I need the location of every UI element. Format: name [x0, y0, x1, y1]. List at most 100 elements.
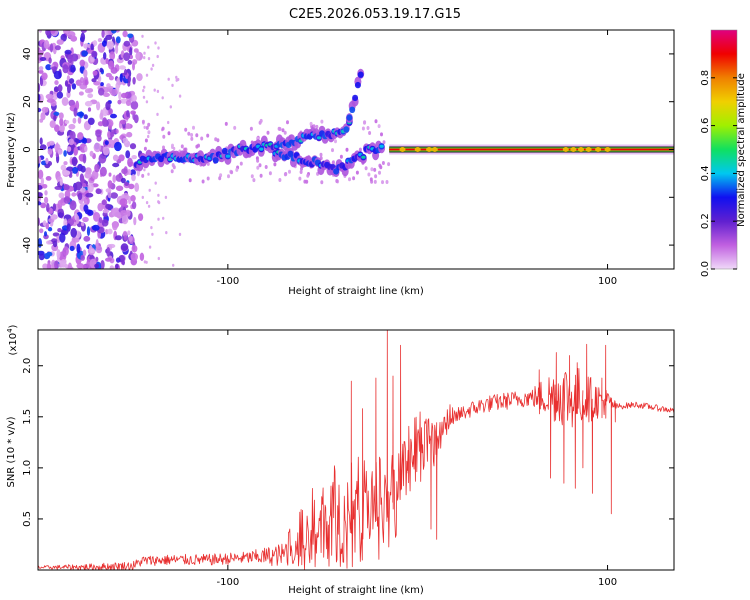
noise-speckle	[77, 192, 83, 201]
noise-speckle	[121, 214, 129, 225]
noise-speckle	[110, 67, 118, 74]
noise-speckle	[81, 50, 88, 57]
main-branch-peak	[225, 154, 231, 158]
noise-speckle	[115, 235, 122, 241]
upper-fragment-core	[349, 106, 356, 114]
faint-speckle	[305, 179, 309, 184]
x-tick-label: 100	[598, 577, 617, 588]
noise-speckle	[99, 67, 104, 73]
noise-speckle	[120, 243, 129, 252]
faint-speckle	[320, 119, 324, 124]
noise-speckle	[96, 101, 101, 111]
noise-speckle	[48, 57, 52, 64]
noise-speckle	[125, 100, 132, 106]
noise-speckle	[71, 192, 77, 197]
noise-speckle	[142, 95, 146, 99]
y-tick-label: 2.0	[22, 358, 33, 374]
noise-speckle	[39, 77, 44, 87]
noise-speckle	[53, 86, 59, 93]
openloop-knot	[431, 147, 438, 152]
noise-speckle	[69, 78, 75, 84]
noise-speckle	[126, 131, 133, 138]
noise-speckle	[115, 257, 121, 263]
y-tick-label: 1.0	[22, 460, 33, 476]
noise-speckle	[112, 174, 116, 183]
noise-speckle	[114, 211, 122, 218]
noise-speckle	[141, 34, 144, 38]
faint-speckle	[331, 160, 335, 165]
noise-speckle	[70, 64, 76, 73]
noise-speckle	[38, 192, 43, 197]
noise-speckle	[82, 216, 89, 223]
openloop-knot	[595, 147, 602, 152]
faint-speckle	[227, 174, 230, 179]
noise-speckle	[84, 145, 88, 152]
noise-speckle	[66, 166, 74, 172]
noise-speckle	[41, 72, 48, 81]
noise-speckle	[93, 142, 102, 153]
faint-speckle	[283, 172, 287, 177]
noise-speckle	[87, 117, 95, 126]
faint-speckle	[266, 130, 270, 135]
colorbar-frame	[710, 29, 738, 270]
noise-speckle	[127, 75, 131, 84]
noise-speckle	[143, 56, 146, 60]
noise-speckle	[84, 88, 92, 94]
faint-speckle	[184, 127, 188, 132]
noise-speckle	[42, 220, 47, 227]
main-branch-peak	[259, 147, 264, 151]
faint-speckle	[385, 180, 389, 184]
noise-speckle	[91, 224, 100, 231]
noise-speckle	[62, 246, 69, 256]
faint-speckle	[373, 179, 377, 184]
faint-speckle	[378, 170, 381, 175]
openloop-knot	[414, 147, 421, 152]
faint-speckle	[373, 167, 377, 172]
noise-speckle	[57, 149, 63, 155]
noise-speckle	[45, 157, 49, 165]
noise-speckle	[101, 30, 105, 38]
faint-speckle	[381, 180, 384, 185]
noise-speckle	[67, 31, 76, 39]
faint-speckle	[256, 158, 260, 163]
noise-speckle	[98, 217, 103, 224]
faint-speckle	[206, 176, 210, 181]
faint-speckle	[306, 173, 310, 178]
noise-speckle	[105, 229, 109, 235]
openloop-knot	[399, 147, 406, 152]
noise-speckle	[76, 215, 80, 224]
faint-speckle	[334, 139, 337, 144]
noise-speckle	[153, 88, 156, 92]
faint-speckle	[339, 154, 343, 159]
noise-speckle	[157, 256, 160, 261]
main-branch-peak	[316, 136, 322, 140]
noise-speckle	[100, 260, 105, 269]
faint-speckle	[352, 176, 356, 181]
openloop-knot	[578, 147, 584, 152]
noise-speckle	[110, 88, 118, 97]
noise-speckle	[38, 185, 43, 190]
noise-speckle	[46, 98, 55, 103]
noise-speckle	[54, 80, 59, 86]
noise-speckle	[67, 83, 71, 94]
noise-speckle	[38, 66, 44, 71]
noise-speckle	[119, 198, 128, 207]
faint-speckle	[281, 128, 285, 133]
noise-speckle	[63, 196, 71, 204]
noise-speckle	[38, 69, 44, 74]
faint-speckle	[374, 174, 378, 179]
faint-speckle	[141, 119, 145, 124]
noise-speckle	[134, 182, 140, 192]
noise-speckle	[70, 47, 74, 57]
faint-speckle	[190, 136, 194, 141]
snr-frame	[37, 329, 675, 571]
faint-speckle	[161, 126, 165, 131]
faint-speckle	[258, 163, 262, 168]
noise-speckle	[80, 165, 86, 173]
noise-speckle	[75, 79, 82, 86]
noise-speckle	[123, 40, 131, 47]
noise-speckle	[145, 100, 149, 104]
noise-speckle	[52, 203, 57, 212]
faint-speckle	[239, 161, 243, 166]
noise-speckle	[83, 235, 91, 242]
